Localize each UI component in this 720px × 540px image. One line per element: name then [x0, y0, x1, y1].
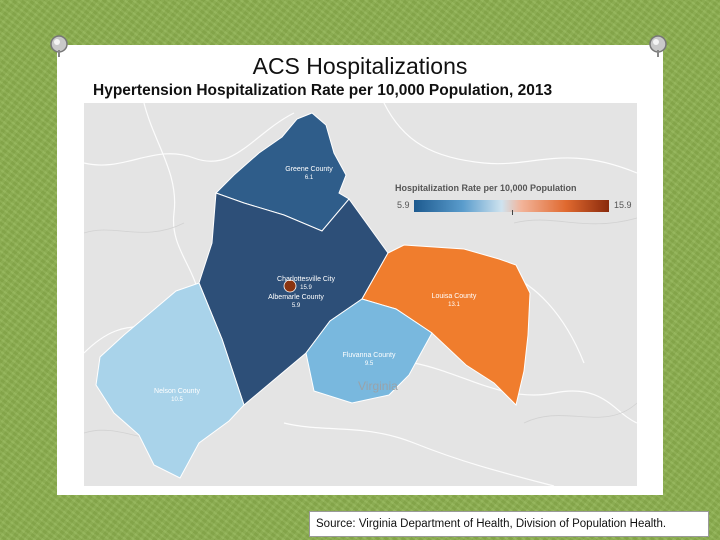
pushpin-icon [50, 35, 68, 57]
slide-subtitle: Hypertension Hospitalization Rate per 10… [93, 82, 553, 99]
region-label: Fluvanna County 9.5 [342, 352, 396, 367]
pushpin-icon [649, 35, 667, 57]
slide-title: ACS Hospitalizations [252, 53, 468, 79]
legend-title: Hospitalization Rate per 10,000 Populati… [395, 183, 577, 193]
legend-marker [512, 210, 513, 215]
legend-color-ramp [414, 200, 609, 212]
source-note: Source: Virginia Department of Health, D… [309, 511, 709, 537]
region-label: Charlottesville City 15.9 [277, 276, 335, 291]
map-region-charlottesville[interactable] [283, 279, 297, 293]
region-label: Louisa County 13.1 [431, 293, 477, 308]
region-label: Greene County 6.1 [285, 166, 333, 181]
basemap-state-label: Virginia [358, 379, 398, 393]
map-region-nelson[interactable] [95, 282, 245, 479]
map-canvas [84, 103, 637, 486]
region-label: Nelson County 10.5 [154, 388, 200, 403]
legend-max-label: 15.9 [614, 200, 632, 210]
region-label: Albemarle County 5.9 [268, 294, 324, 309]
legend-min-label: 5.9 [397, 200, 410, 210]
choropleth-map: Virginia Hospitalization Rate per 10,000… [84, 103, 637, 486]
map-region-fluvanna[interactable] [305, 298, 433, 404]
